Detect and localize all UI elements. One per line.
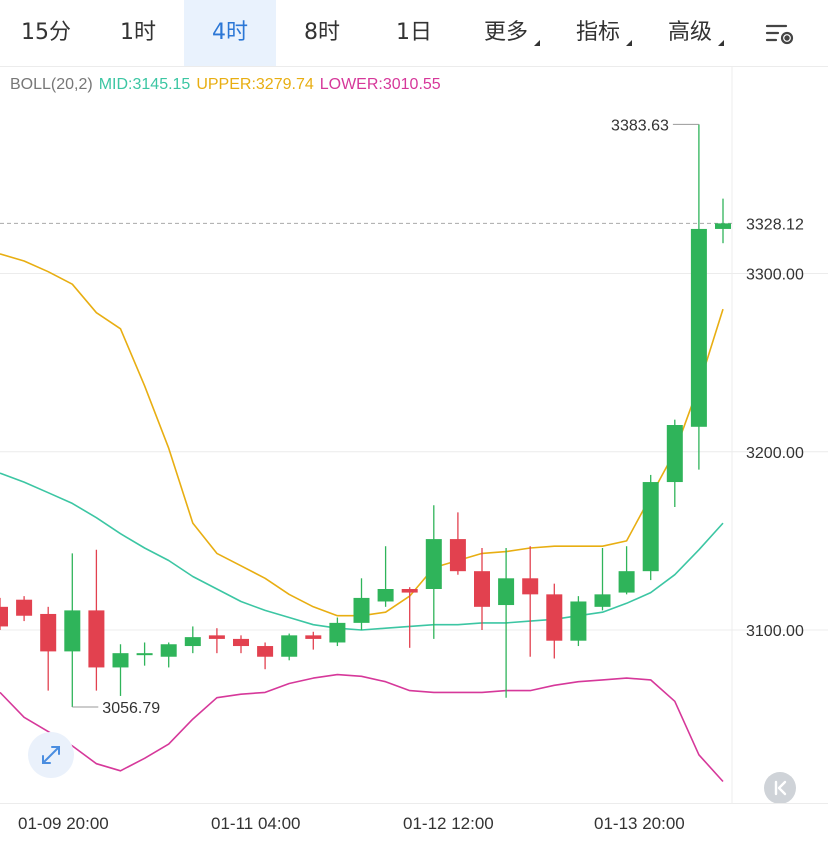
dropdown-triangle-icon	[534, 40, 540, 46]
candle-body	[353, 597, 370, 623]
candle-body	[570, 601, 587, 641]
candle-body	[233, 638, 249, 647]
candle-body	[642, 482, 659, 572]
candle-body	[184, 637, 201, 647]
tab-label: 8时	[304, 20, 340, 45]
candle-body	[377, 589, 394, 602]
x-tick-label: 01-12 12:00	[403, 814, 494, 833]
candle-body	[112, 653, 129, 668]
tab-3[interactable]: 8时	[276, 0, 368, 66]
x-tick-label: 01-11 04:00	[211, 814, 301, 833]
candle-body	[690, 228, 707, 427]
tab-5[interactable]: 更多	[460, 0, 552, 66]
candle-body	[208, 635, 225, 639]
candle-body	[329, 622, 346, 643]
tab-7[interactable]: 高级	[644, 0, 736, 66]
collapse-button[interactable]	[764, 772, 796, 804]
candle-body	[474, 571, 490, 607]
candlestick-chart[interactable]: 3300.00 3200.00 3100.00 3328.12 3383.63 3056.…	[0, 66, 828, 803]
timeframe-tab-bar: 15分 1时 4时 8时 1日 更多 指标 高级	[0, 0, 828, 67]
y-tick-label: 3200.00	[746, 445, 804, 462]
chart-settings-button[interactable]	[762, 18, 798, 48]
current-price-label: 3328.12	[746, 216, 804, 233]
boll-upper-line	[0, 253, 724, 617]
x-tick-label: 01-09 20:00	[18, 814, 109, 833]
candle-body	[618, 571, 635, 593]
dropdown-triangle-icon	[626, 40, 632, 46]
candle-body	[666, 425, 683, 483]
tab-1[interactable]: 1时	[92, 0, 184, 66]
boll-legend: BOLL(20,2) MID:3145.15 UPPER:3279.74 LOWER:…	[10, 76, 447, 94]
expand-chart-button[interactable]	[28, 732, 74, 778]
candle-body	[401, 589, 418, 593]
candle-body	[546, 594, 563, 641]
candle-body	[160, 644, 177, 657]
current-price-label-bg	[734, 209, 828, 238]
tab-6[interactable]: 指标	[552, 0, 644, 66]
candle-body	[425, 539, 442, 590]
candle-body	[257, 646, 274, 657]
candle-body	[522, 578, 539, 595]
candle-body	[88, 610, 105, 668]
candle-body	[449, 539, 466, 572]
legend-indicator: BOLL(20,2)	[10, 76, 93, 93]
collapse-icon	[774, 780, 787, 796]
dropdown-triangle-icon	[718, 40, 724, 46]
legend-lower: LOWER:3010.55	[319, 76, 441, 93]
tab-label: 更多	[483, 20, 528, 45]
x-tick-label: 01-13 20:00	[594, 814, 685, 833]
candle-body	[594, 594, 611, 607]
tab-label: 1日	[396, 20, 432, 45]
candle-body	[281, 635, 298, 657]
candle-body	[64, 610, 81, 652]
legend-upper: UPPER:3279.74	[196, 76, 314, 93]
candle-body	[498, 578, 515, 606]
y-tick-label: 3300.00	[746, 267, 804, 284]
candle-body	[136, 653, 153, 656]
expand-arrows-icon	[42, 746, 60, 764]
high-price-label: 3383.63	[611, 117, 669, 134]
tab-label: 指标	[575, 20, 620, 45]
y-tick-label: 3100.00	[746, 623, 804, 640]
settings-sliders-icon	[765, 24, 794, 45]
tab-label: 4时	[212, 20, 248, 45]
low-price-label: 3056.79	[102, 700, 160, 717]
boll-lower-line	[0, 673, 724, 783]
x-axis: 01-09 20:00 01-11 04:00 01-12 12:00 01-13 2…	[0, 803, 828, 849]
tab-label: 高级	[667, 20, 712, 45]
legend-mid: MID:3145.15	[98, 76, 191, 93]
candle-body	[715, 223, 731, 229]
tab-0[interactable]: 15分	[0, 0, 92, 66]
tab-label: 1时	[120, 20, 156, 45]
candle-body	[40, 613, 57, 652]
candle-body	[16, 599, 33, 616]
candle-body	[305, 635, 322, 639]
tab-4[interactable]: 1日	[368, 0, 460, 66]
tab-label: 15分	[21, 20, 71, 45]
candle-body	[0, 606, 8, 627]
tab-2[interactable]: 4时	[184, 0, 276, 66]
